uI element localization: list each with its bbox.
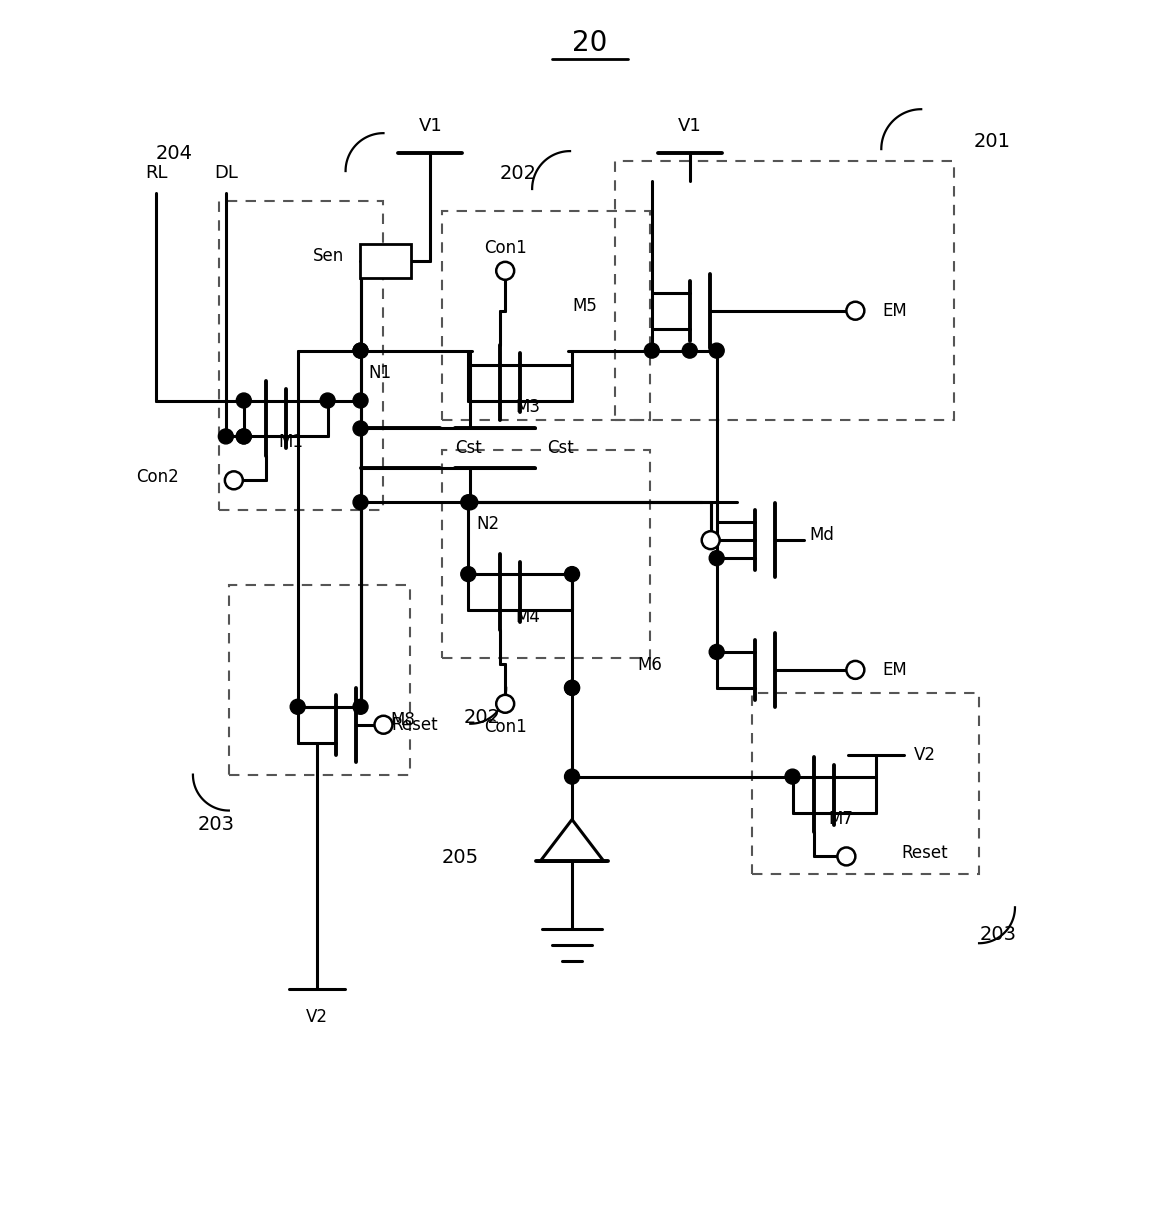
Text: 201: 201 [974, 132, 1011, 150]
Text: 205: 205 [442, 847, 479, 867]
Text: 202: 202 [464, 708, 500, 727]
Text: Con1: Con1 [484, 239, 526, 257]
Text: V1: V1 [677, 117, 702, 135]
Text: 204: 204 [156, 144, 193, 162]
Bar [360, 244, 411, 278]
Text: Con1: Con1 [484, 718, 526, 736]
Bar [615, 161, 954, 421]
Text: M3: M3 [516, 399, 540, 417]
Text: EM: EM [883, 661, 907, 679]
Text: 203: 203 [197, 815, 234, 834]
Circle shape [461, 567, 476, 582]
Text: M4: M4 [516, 608, 540, 626]
Text: Md: Md [810, 526, 834, 544]
Text: DL: DL [214, 164, 238, 182]
Circle shape [565, 567, 579, 582]
Text: 202: 202 [499, 164, 537, 182]
Circle shape [237, 429, 251, 444]
Circle shape [702, 531, 720, 549]
Circle shape [375, 716, 393, 734]
Text: V2: V2 [306, 1009, 328, 1026]
Text: M8: M8 [390, 711, 415, 728]
Circle shape [463, 494, 478, 509]
Circle shape [709, 551, 724, 566]
Text: M7: M7 [827, 809, 853, 828]
Circle shape [565, 680, 579, 695]
Circle shape [838, 847, 856, 866]
Text: M5: M5 [572, 296, 597, 315]
Text: Reset: Reset [391, 716, 438, 734]
Circle shape [709, 645, 724, 659]
Text: RL: RL [145, 164, 168, 182]
Text: Cst: Cst [547, 439, 574, 458]
Circle shape [682, 343, 697, 358]
Bar [442, 212, 649, 421]
Text: V2: V2 [914, 745, 936, 764]
Circle shape [496, 262, 515, 279]
Circle shape [565, 680, 579, 695]
Circle shape [353, 394, 368, 408]
Circle shape [218, 429, 233, 444]
Circle shape [846, 301, 864, 320]
Circle shape [353, 494, 368, 509]
Circle shape [785, 769, 800, 784]
Text: 20: 20 [572, 30, 607, 58]
Text: Sen: Sen [313, 247, 345, 264]
Circle shape [353, 700, 368, 715]
Circle shape [353, 343, 368, 358]
Circle shape [846, 661, 864, 679]
Text: EM: EM [883, 301, 907, 320]
Text: N2: N2 [476, 515, 499, 534]
Text: N1: N1 [368, 364, 391, 381]
Circle shape [225, 471, 243, 490]
Circle shape [565, 769, 579, 784]
Bar [229, 585, 410, 775]
Text: 203: 203 [980, 925, 1017, 943]
Bar [219, 200, 383, 510]
Bar [751, 692, 979, 875]
Text: M6: M6 [636, 656, 662, 674]
Circle shape [320, 394, 335, 408]
Circle shape [237, 394, 251, 408]
Text: V1: V1 [418, 117, 442, 135]
Circle shape [496, 695, 515, 712]
Circle shape [461, 494, 476, 509]
Bar [442, 450, 649, 658]
Text: Cst: Cst [455, 439, 482, 458]
Text: M1: M1 [278, 433, 304, 451]
Circle shape [353, 421, 368, 435]
Circle shape [645, 343, 660, 358]
Circle shape [291, 700, 305, 715]
Circle shape [353, 343, 368, 358]
Text: Reset: Reset [901, 845, 948, 862]
Text: Con2: Con2 [136, 469, 179, 486]
Circle shape [709, 343, 724, 358]
Circle shape [237, 429, 251, 444]
